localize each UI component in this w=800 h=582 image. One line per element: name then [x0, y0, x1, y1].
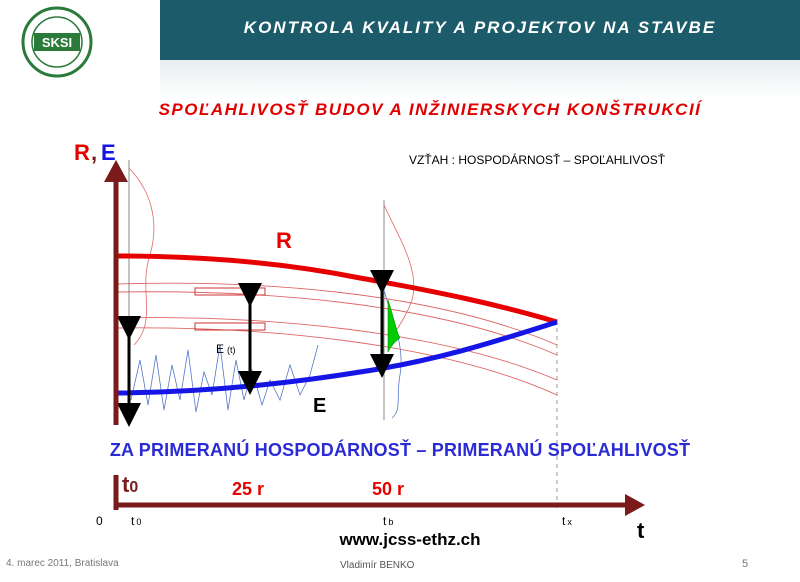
- resistance-band-lower: [117, 317, 558, 381]
- resistance-band-upper2: [117, 291, 558, 356]
- sksi-logo: SKSI: [21, 6, 93, 78]
- y-axis-arrowhead: [104, 160, 128, 182]
- x-axis-label: t: [637, 518, 645, 543]
- header-bar: [160, 0, 800, 60]
- header-title: KONTROLA KVALITY A PROJEKTOV NA STAVBE: [243, 18, 717, 37]
- footer-author: Vladimír BENKO: [340, 560, 415, 571]
- conclusion-statement: ZA PRIMERANÚ HOSPODÁRNOSŤ – PRIMERANÚ SP…: [109, 440, 691, 460]
- y-axis-label-r: R: [74, 140, 90, 165]
- failure-area-t0: [131, 318, 134, 332]
- period-25-label: 25 r: [232, 479, 264, 499]
- t0-big-label: t0: [122, 472, 138, 497]
- resistance-band-upper: [117, 282, 558, 346]
- logo-text: SKSI: [42, 35, 72, 50]
- effect-label: E: [313, 395, 326, 417]
- resistance-curve: [117, 253, 558, 325]
- band-segment-1: [194, 287, 266, 296]
- effect-curve: [117, 319, 558, 396]
- effect-time-label: E (t): [216, 342, 236, 356]
- resistance-band-lower2: [117, 327, 558, 396]
- page-number: 5: [742, 558, 749, 570]
- resistance-label: R: [276, 228, 292, 253]
- slide-subtitle: SPOĽAHLIVOSŤ BUDOV A INŽINIERSKYCH KONŠT…: [158, 100, 702, 119]
- failure-area: [387, 299, 401, 353]
- period-50-label: 50 r: [372, 479, 404, 499]
- e-noise: [130, 344, 319, 413]
- time-axis-arrowhead: [625, 494, 645, 516]
- y-axis-label-e: E: [101, 140, 116, 165]
- header-fade: [160, 60, 800, 100]
- website-link[interactable]: www.jcss-ethz.ch: [339, 530, 481, 549]
- footer-date-place: 4. marec 2011, Bratislava: [6, 558, 119, 569]
- relation-label: VZŤAH : HOSPODÁRNOSŤ – SPOĽAHLIVOSŤ: [409, 153, 666, 167]
- band-segment-2: [194, 322, 266, 331]
- origin-label: 0: [96, 514, 103, 528]
- y-axis-label-comma: ,: [91, 140, 97, 165]
